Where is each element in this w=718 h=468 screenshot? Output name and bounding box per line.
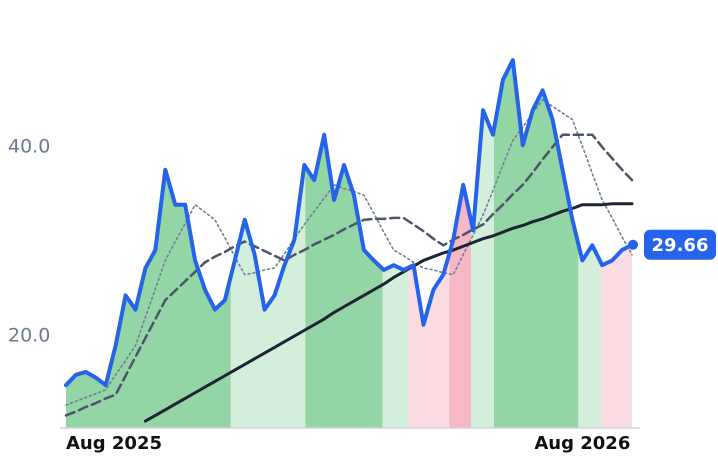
band bbox=[471, 110, 494, 428]
band bbox=[230, 165, 306, 428]
y-tick-label: 40.0 bbox=[8, 136, 50, 158]
band bbox=[601, 244, 632, 428]
series-line bbox=[143, 202, 634, 423]
band bbox=[578, 244, 602, 428]
band bbox=[382, 265, 409, 428]
band bbox=[66, 169, 231, 428]
band bbox=[305, 134, 383, 428]
last-value-label: 29.66 bbox=[652, 235, 709, 256]
x-tick-label: Aug 2026 bbox=[534, 433, 630, 454]
x-tick-label: Aug 2025 bbox=[66, 433, 162, 454]
last-value-pill bbox=[644, 229, 716, 260]
last-point bbox=[628, 239, 638, 250]
band bbox=[449, 184, 472, 428]
series-line bbox=[65, 98, 633, 406]
y-tick-label: 20.0 bbox=[8, 325, 50, 347]
series-line bbox=[64, 133, 634, 417]
series-line bbox=[64, 58, 634, 388]
band bbox=[493, 60, 579, 428]
